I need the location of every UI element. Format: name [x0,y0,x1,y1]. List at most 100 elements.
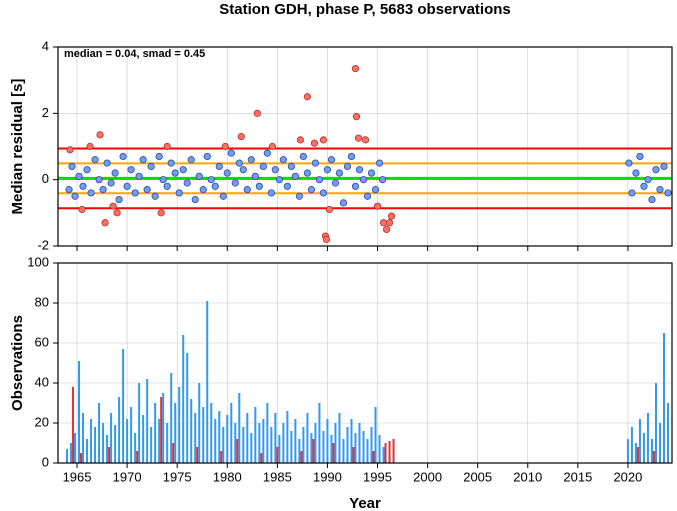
bar [108,447,111,463]
y-tick-label: 20 [35,414,49,429]
x-tick-label: 1980 [213,469,242,484]
bar [242,427,245,463]
data-point [359,176,368,184]
data-point [648,195,656,204]
data-point [367,169,376,177]
bar [222,427,225,463]
bar [286,411,289,463]
data-point [237,132,245,141]
bar [274,413,277,463]
bar [330,435,333,463]
bar [354,433,357,463]
bar [114,425,117,463]
data-point [628,189,636,197]
data-point [99,186,107,194]
bar [172,443,175,463]
data-point [119,152,127,161]
bar [94,427,97,463]
data-point [219,192,227,200]
bar [338,413,341,463]
bar [250,433,253,463]
bar [234,423,237,463]
data-point [253,109,261,117]
x-tick-label: 1975 [163,469,192,484]
data-point [195,172,203,180]
y-tick-label: 80 [35,294,49,309]
bar [388,441,391,463]
data-point [163,142,171,151]
bar [310,433,313,463]
data-point [656,186,664,194]
x-tick-label: 1990 [313,469,342,484]
data-point [652,166,660,174]
y-axis-title: Observations [9,315,26,411]
data-point [157,209,165,217]
bar [312,439,315,463]
bar [202,407,205,463]
bar [110,413,113,463]
data-point [95,176,103,184]
bar [342,439,345,463]
data-point [131,189,139,197]
bar [98,403,101,463]
bar [276,447,279,463]
bar [282,423,285,463]
data-point [247,156,255,164]
data-point [352,113,361,121]
data-point [319,136,328,144]
data-point [311,159,320,167]
bar [126,419,129,463]
data-point [71,192,79,200]
data-point [135,172,143,180]
bar [82,413,85,463]
bar [302,427,305,463]
data-point [307,186,316,194]
bar [178,387,181,463]
bar [106,435,109,463]
bar [166,423,169,463]
data-point [139,156,147,164]
bar [362,431,365,463]
x-tick-label: 2020 [613,469,642,484]
data-point [636,152,644,161]
data-point [373,202,382,210]
bar [182,335,185,463]
data-point [263,149,271,157]
data-point [387,212,396,220]
x-tick-label: 2000 [413,469,442,484]
bar [666,403,669,463]
data-point [379,219,388,227]
bar [346,427,349,463]
x-tick-label: 1965 [63,469,92,484]
data-point [385,219,394,227]
bar [294,419,297,463]
data-point [207,176,215,184]
data-point [187,156,195,164]
bar [196,447,199,463]
y-tick-label: 0 [42,454,49,469]
data-point [331,179,340,187]
data-point [191,195,199,204]
bar [642,433,645,463]
bar [150,427,153,463]
data-point [660,162,668,170]
bar [226,415,229,463]
bar [86,439,89,463]
data-point [283,182,291,190]
data-point [231,179,239,187]
bar [78,361,81,463]
data-point [271,166,279,174]
data-point [251,172,259,180]
bar [220,451,223,463]
chart-title: Station GDH, phase P, 5683 observations [219,1,511,18]
data-point [644,176,652,184]
bar [260,453,263,463]
y-tick-label: 0 [42,171,49,186]
y-tick-label: 100 [27,254,49,269]
data-point [199,186,207,194]
bar [266,403,269,463]
data-point [171,169,179,177]
bar [214,419,217,463]
bar [238,393,241,463]
data-point [295,192,303,200]
